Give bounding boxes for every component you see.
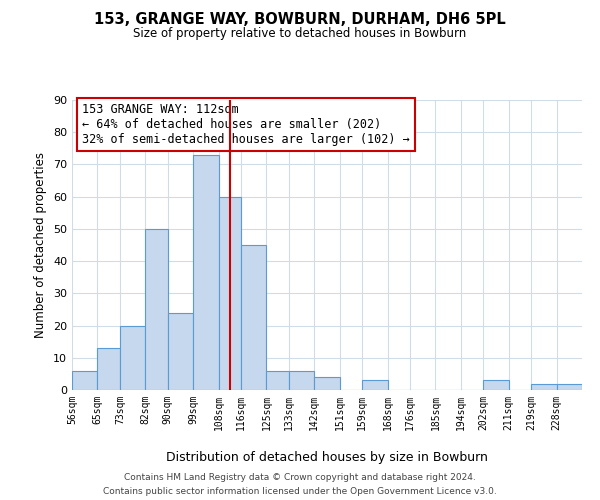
Bar <box>241 245 266 390</box>
Bar <box>484 380 509 390</box>
Bar <box>193 155 218 390</box>
Text: 153, GRANGE WAY, BOWBURN, DURHAM, DH6 5PL: 153, GRANGE WAY, BOWBURN, DURHAM, DH6 5P… <box>94 12 506 28</box>
Text: Contains public sector information licensed under the Open Government Licence v3: Contains public sector information licen… <box>103 486 497 496</box>
Bar <box>557 384 582 390</box>
Text: Contains HM Land Registry data © Crown copyright and database right 2024.: Contains HM Land Registry data © Crown c… <box>124 473 476 482</box>
Bar <box>97 348 120 390</box>
Bar <box>314 377 340 390</box>
Y-axis label: Number of detached properties: Number of detached properties <box>34 152 47 338</box>
Text: 153 GRANGE WAY: 112sqm
← 64% of detached houses are smaller (202)
32% of semi-de: 153 GRANGE WAY: 112sqm ← 64% of detached… <box>82 103 410 146</box>
Bar <box>120 326 145 390</box>
Bar <box>362 380 388 390</box>
Text: Size of property relative to detached houses in Bowburn: Size of property relative to detached ho… <box>133 28 467 40</box>
Bar <box>218 196 241 390</box>
Bar <box>72 370 97 390</box>
Bar <box>289 370 314 390</box>
Bar <box>266 370 289 390</box>
Bar <box>531 384 557 390</box>
Text: Distribution of detached houses by size in Bowburn: Distribution of detached houses by size … <box>166 451 488 464</box>
Bar <box>168 312 193 390</box>
Bar <box>145 229 168 390</box>
